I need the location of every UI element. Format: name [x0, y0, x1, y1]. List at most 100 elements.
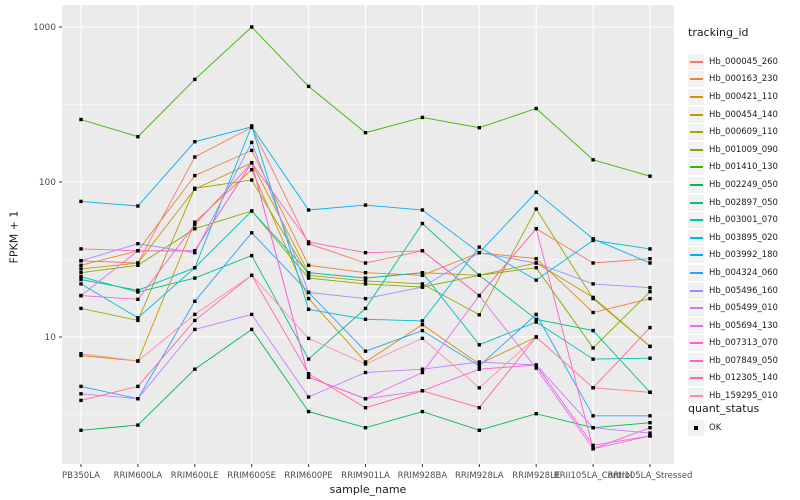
legend-line-swatch [688, 71, 704, 88]
data-point [420, 336, 425, 341]
data-point [477, 406, 481, 410]
data-point [648, 257, 652, 261]
data-point [136, 359, 140, 363]
data-point [534, 412, 538, 416]
legend-label: Hb_005694_130 [709, 320, 778, 331]
data-point [420, 389, 425, 393]
data-point [648, 390, 652, 394]
data-point [477, 251, 481, 255]
legend-line-swatch [688, 53, 704, 70]
data-point [648, 426, 652, 430]
data-point [79, 428, 83, 432]
data-point [79, 267, 83, 271]
data-point [363, 426, 368, 430]
data-point [363, 282, 368, 286]
data-point [363, 279, 368, 283]
data-point [477, 293, 481, 298]
data-point [534, 190, 538, 194]
data-point [136, 297, 140, 301]
data-point [306, 372, 311, 376]
x-tick-label: RRIM928BA [398, 471, 448, 481]
legend-line-swatch [688, 106, 704, 123]
legend-item: Hb_005496_160 [688, 282, 778, 300]
data-point [591, 414, 595, 418]
data-point [193, 327, 197, 332]
data-point [193, 186, 197, 190]
data-point [79, 306, 83, 311]
legend-label: Hb_003992_180 [709, 250, 778, 261]
data-point [250, 253, 254, 258]
data-point [363, 360, 368, 364]
legend-item: Hb_004324_060 [688, 264, 778, 282]
data-point [363, 317, 368, 321]
legend-item: Hb_003001_070 [688, 211, 778, 229]
legend-item: Hb_002897_050 [688, 194, 778, 212]
data-point [79, 117, 83, 122]
data-point [591, 328, 595, 333]
data-point [306, 395, 311, 399]
legend-line-swatch [688, 282, 704, 299]
data-point [534, 317, 538, 321]
legend-item: Hb_000421_110 [688, 88, 778, 106]
data-point [477, 362, 481, 366]
data-point [79, 392, 83, 396]
data-point [250, 140, 254, 145]
data-point [648, 431, 652, 435]
data-point [306, 336, 311, 341]
data-point [306, 357, 311, 361]
data-point [306, 273, 311, 277]
x-tick-label: RRIM600LA [114, 471, 163, 481]
data-point [136, 318, 140, 323]
legend-label: Hb_000454_140 [709, 109, 778, 120]
data-point [193, 223, 197, 227]
data-point [591, 426, 595, 430]
data-point [591, 386, 595, 390]
data-point [79, 398, 83, 403]
data-point [306, 296, 311, 301]
x-tick-label: RRIM928LE [512, 471, 560, 481]
x-tick-label: RRII105LA_Control [554, 471, 633, 481]
data-point [79, 271, 83, 275]
data-point [250, 231, 254, 235]
data-point [79, 277, 83, 282]
data-point [477, 343, 481, 347]
data-point [136, 423, 140, 427]
y-tick-label: 100 [39, 178, 56, 188]
panel-background [62, 5, 674, 464]
data-point [534, 312, 538, 317]
data-point [534, 261, 538, 265]
legend-label: Hb_005499_010 [709, 303, 778, 314]
data-point [534, 320, 538, 324]
data-point [193, 312, 197, 317]
data-point [363, 296, 368, 301]
data-point [534, 278, 538, 282]
data-point [363, 370, 368, 375]
y-axis-title: FPKM + 1 [7, 210, 21, 264]
legend-label: Hb_000045_260 [709, 56, 778, 67]
data-point [591, 357, 595, 361]
data-point [306, 208, 311, 212]
data-point [250, 25, 254, 29]
data-point [79, 263, 83, 267]
data-point [477, 245, 481, 249]
data-point [363, 406, 368, 410]
y-tick-label: 10 [45, 333, 57, 343]
data-point [250, 168, 254, 172]
legend-line-swatch [688, 388, 704, 405]
data-point [648, 290, 652, 294]
legend-line-swatch [688, 335, 704, 352]
data-point [648, 247, 652, 251]
data-point [136, 384, 140, 389]
data-point [363, 362, 368, 366]
legend-item: Hb_001009_090 [688, 141, 778, 159]
legend-item: Hb_000609_110 [688, 123, 778, 141]
data-point [363, 397, 368, 401]
data-point [420, 273, 425, 277]
data-point [136, 249, 140, 253]
data-point [250, 273, 254, 277]
data-point [193, 251, 197, 255]
data-point [306, 290, 311, 295]
data-point [79, 259, 83, 263]
legend-items: Hb_000045_260 Hb_000163_230 Hb_000421_110 H… [688, 53, 778, 405]
data-point [306, 271, 311, 275]
